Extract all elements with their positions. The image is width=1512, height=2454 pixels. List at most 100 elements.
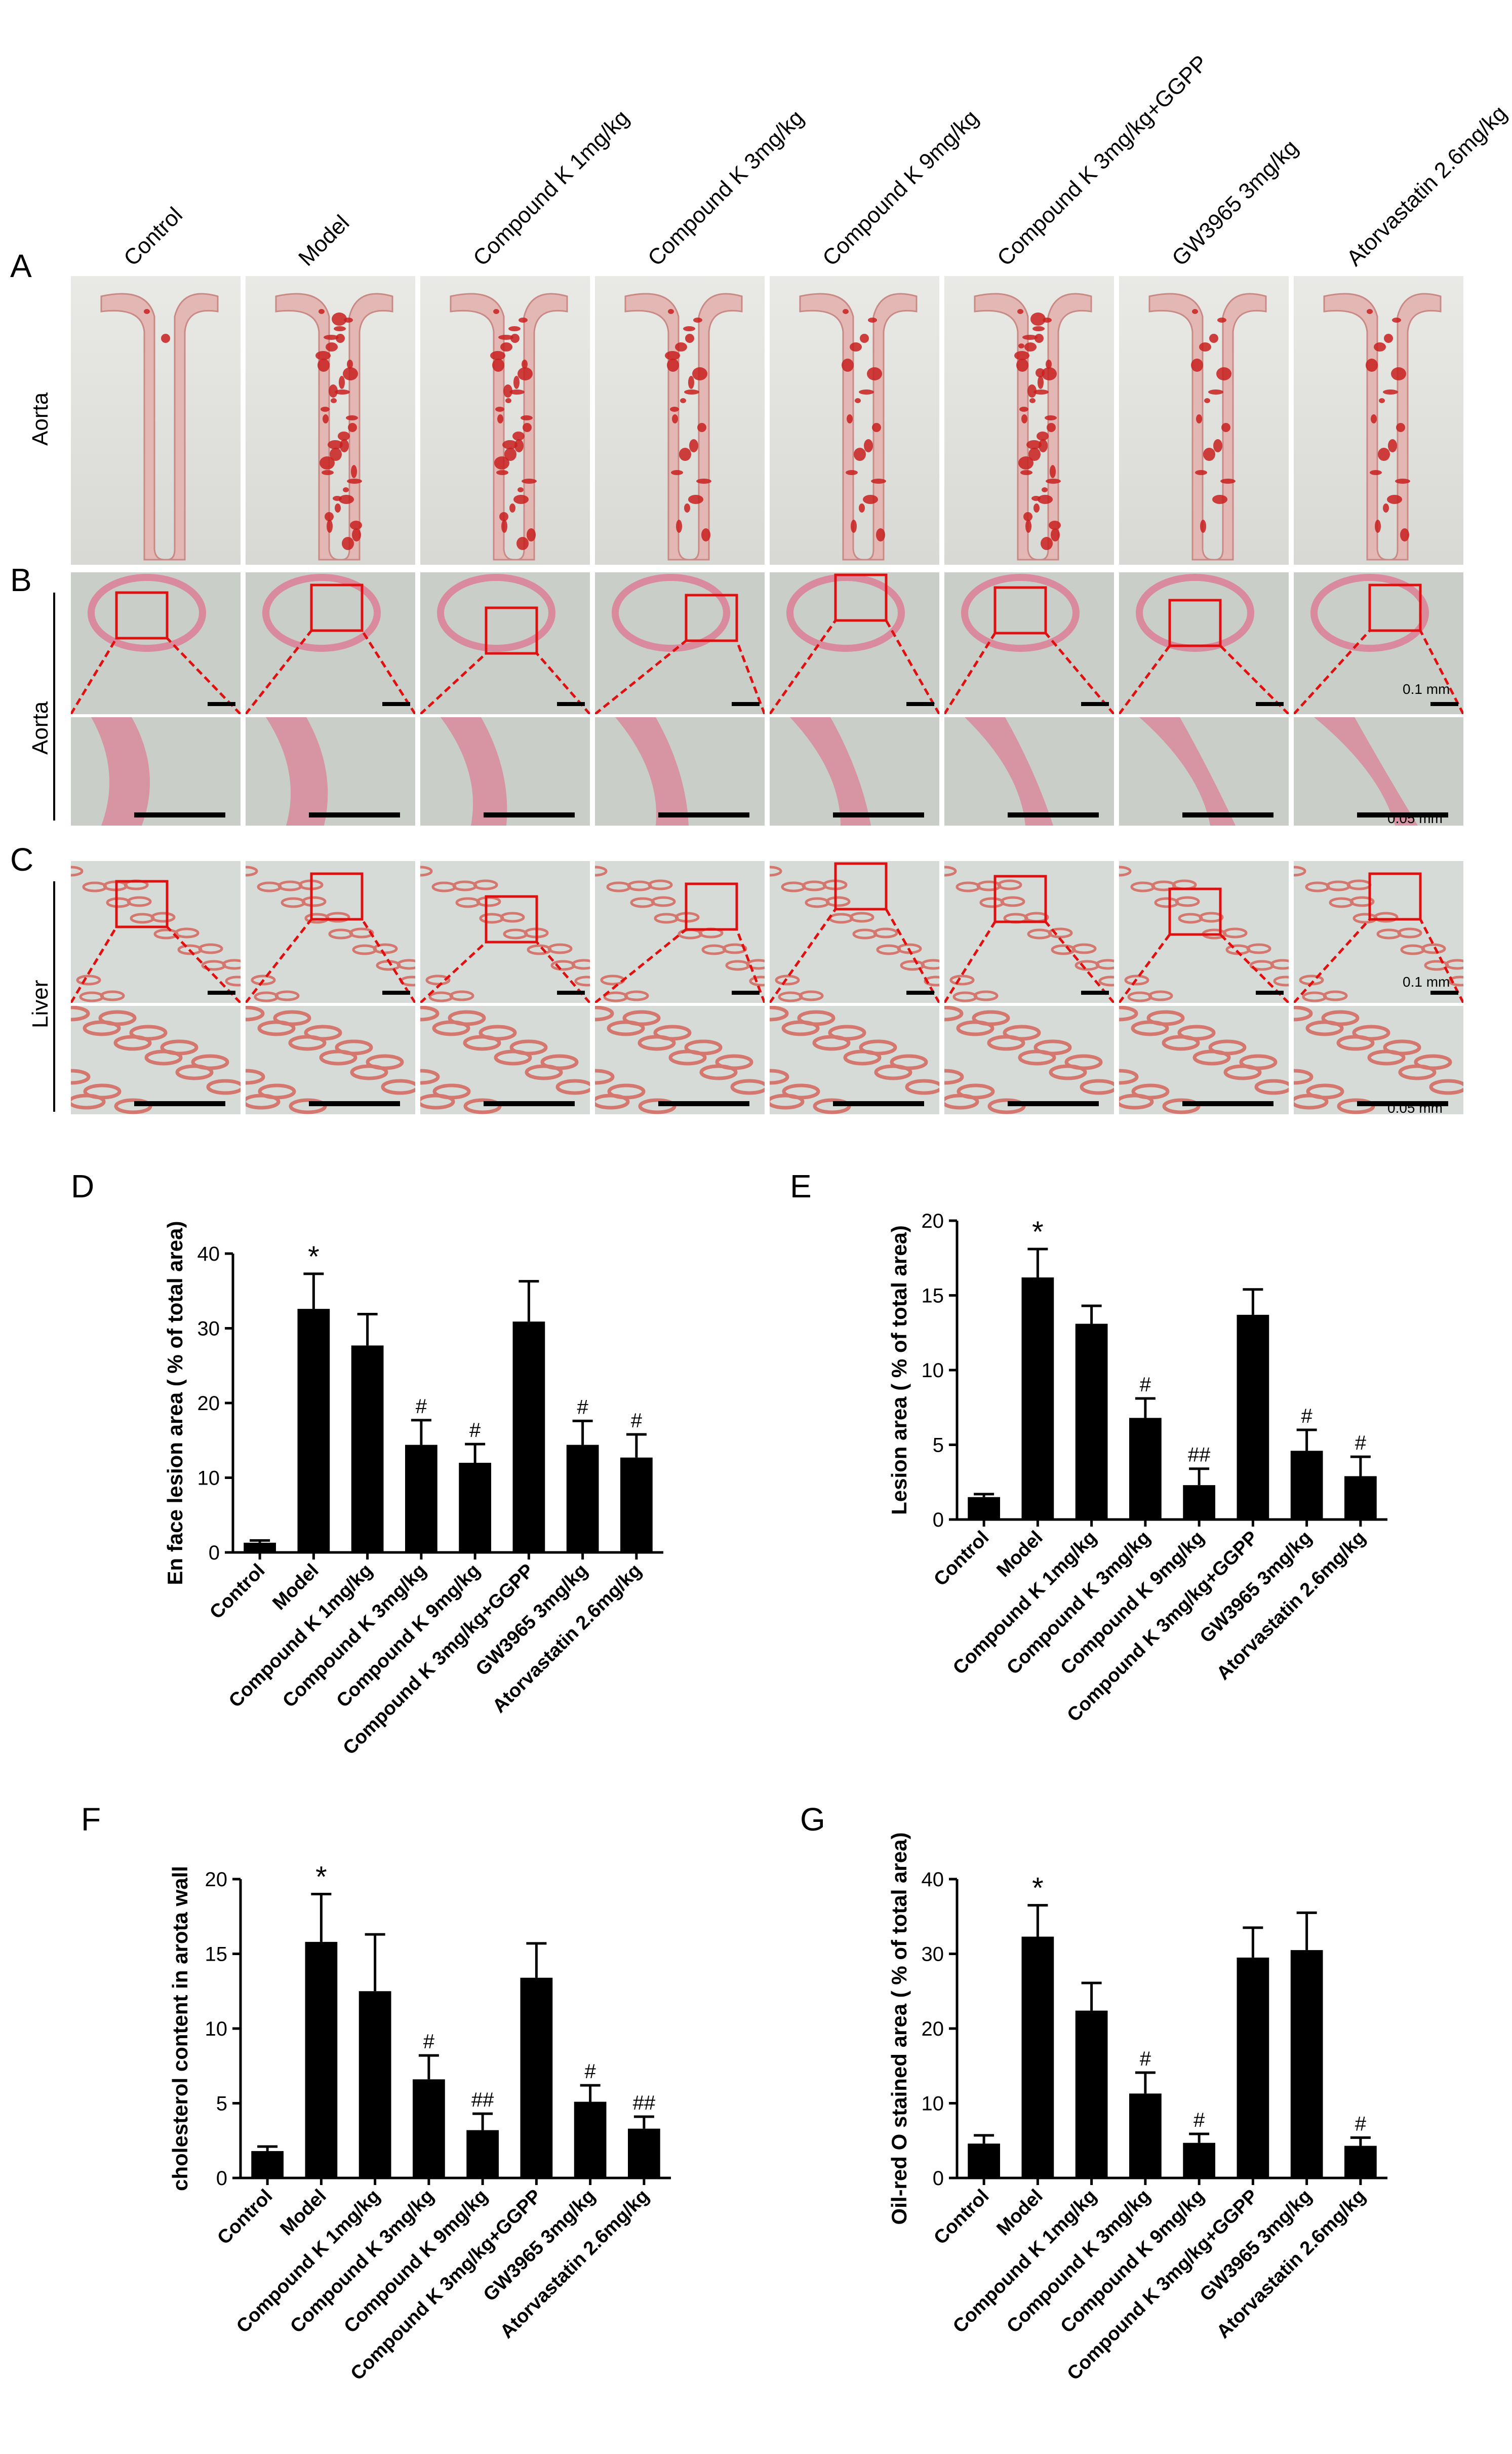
- aorta-section-overview-image: [420, 572, 590, 714]
- liver-section-overview-image: [246, 861, 415, 1003]
- bar: [1075, 2010, 1108, 2178]
- aorta-section-zoom-image: [1294, 717, 1463, 826]
- aorta-section-zoom-image: [944, 717, 1114, 826]
- significance-mark: #: [577, 1396, 589, 1418]
- aorta-section-zoom-image: [246, 717, 415, 826]
- panel-letter-c: C: [10, 841, 34, 878]
- y-tick-label: 20: [205, 1868, 228, 1891]
- bar: [1129, 1418, 1162, 1520]
- significance-mark: #: [1140, 1374, 1151, 1396]
- liver-section-overview-image: [71, 861, 241, 1003]
- significance-mark: *: [1032, 1216, 1044, 1249]
- aorta-en-face-image: [770, 276, 939, 565]
- aorta-en-face-image: [71, 276, 241, 565]
- panel-letter-b: B: [10, 562, 32, 598]
- aorta-section-overview-image: [595, 572, 765, 714]
- bar: [1344, 2146, 1377, 2178]
- panel-letter-g: G: [800, 1801, 825, 1838]
- y-tick-label: 5: [933, 1434, 944, 1457]
- x-tick-label: Control: [206, 1560, 269, 1623]
- scale-label-c-bottom: 0.05 mm: [1387, 1100, 1443, 1116]
- significance-mark: *: [308, 1240, 320, 1273]
- aorta-en-face-image: [420, 276, 590, 565]
- y-axis-label: Lesion area ( % of total area): [887, 1225, 911, 1515]
- aorta-en-face-image: [595, 276, 765, 565]
- y-axis-label: cholesterol content in arota wall: [168, 1866, 192, 2191]
- y-tick-label: 15: [922, 1285, 944, 1307]
- bar: [1290, 1451, 1323, 1520]
- x-tick-label: Compound K 3mg/kg+GGPP: [1063, 1527, 1262, 1726]
- aorta-section-zoom-image: [71, 717, 241, 826]
- y-tick-label: 0: [933, 2167, 944, 2190]
- chart-g: 0 10 20 30 40 Oil-red O stained area ( % of t…: [887, 1833, 1387, 2385]
- significance-mark: ##: [633, 2092, 656, 2114]
- x-tick-label: Compound K 3mg/kg+GGPP: [347, 2186, 546, 2385]
- bar: [1290, 1950, 1323, 2178]
- y-tick-label: 40: [197, 1243, 220, 1265]
- aorta-en-face-image: [1294, 276, 1463, 565]
- y-tick-label: 10: [922, 2093, 944, 2115]
- bar: [968, 1497, 1000, 1520]
- liver-section-overview-image: [770, 861, 939, 1003]
- bar: [1021, 1277, 1054, 1520]
- aorta-en-face-image: [246, 276, 415, 565]
- significance-mark: #: [416, 1395, 427, 1418]
- y-tick-label: 15: [205, 1943, 228, 1966]
- y-tick-label: 20: [922, 1210, 944, 1232]
- y-tick-label: 5: [216, 2093, 227, 2115]
- panel-letter-f: F: [81, 1801, 101, 1838]
- y-tick-label: 0: [209, 1542, 220, 1564]
- chart-f: 0 5 10 15 20 cholesterol content in arota wal…: [168, 1861, 671, 2385]
- liver-section-overview-image: [595, 861, 765, 1003]
- bar: [1129, 2093, 1162, 2178]
- significance-mark: #: [1301, 1405, 1313, 1427]
- x-tick-label: Control: [930, 2186, 993, 2249]
- x-tick-label: Model: [268, 1560, 323, 1614]
- x-tick-label: Compound K 3mg/kg+GGPP: [339, 1560, 538, 1759]
- aorta-section-zoom-image: [595, 717, 765, 826]
- bar: [1237, 1314, 1269, 1520]
- significance-mark: ##: [1188, 1444, 1211, 1466]
- liver-section-zoom-image: [1294, 1006, 1463, 1114]
- aorta-section-overview-image: [1119, 572, 1289, 714]
- scale-label-c-top: 0.1 mm: [1403, 974, 1450, 990]
- significance-mark: #: [631, 1410, 643, 1432]
- y-tick-label: 0: [216, 2167, 227, 2190]
- y-tick-label: 30: [922, 1943, 944, 1966]
- bar: [628, 2128, 660, 2178]
- aorta-section-zoom-image: [1119, 717, 1289, 826]
- aorta-en-face-image: [944, 276, 1114, 565]
- significance-mark: #: [423, 2031, 435, 2053]
- x-tick-label: Model: [992, 1527, 1047, 1581]
- significance-mark: *: [1032, 1872, 1044, 1905]
- panel-letter-e: E: [790, 1168, 812, 1204]
- bar: [1183, 2143, 1215, 2178]
- bar: [413, 2079, 445, 2178]
- bar: [251, 2151, 284, 2178]
- aorta-section-overview-image: [944, 572, 1114, 714]
- bar: [351, 1345, 384, 1552]
- liver-section-zoom-image: [246, 1006, 415, 1114]
- y-tick-label: 40: [922, 1868, 944, 1891]
- bar: [405, 1445, 437, 1552]
- x-tick-label: Compound K 3mg/kg+GGPP: [1063, 2186, 1262, 2385]
- significance-mark: ##: [471, 2089, 494, 2111]
- bar: [968, 2144, 1000, 2178]
- bar: [244, 1542, 276, 1552]
- aorta-section-overview-image: [246, 572, 415, 714]
- bar: [1075, 1323, 1108, 1520]
- bar: [566, 1445, 599, 1552]
- aorta-section-zoom-image: [770, 717, 939, 826]
- x-tick-label: Control: [213, 2186, 276, 2249]
- chart-d: 0 10 20 30 40 En face lesion area ( % of tota…: [163, 1221, 663, 1759]
- y-tick-label: 20: [197, 1392, 220, 1415]
- panel-letter-d: D: [71, 1168, 95, 1204]
- liver-section-overview-image: [420, 861, 590, 1003]
- aorta-section-overview-image: [71, 572, 241, 714]
- bar: [297, 1309, 330, 1552]
- significance-mark: #: [1193, 2109, 1205, 2131]
- row-bracket-b: [53, 593, 55, 821]
- panel-letter-a: A: [10, 248, 32, 284]
- bar: [1344, 1476, 1377, 1520]
